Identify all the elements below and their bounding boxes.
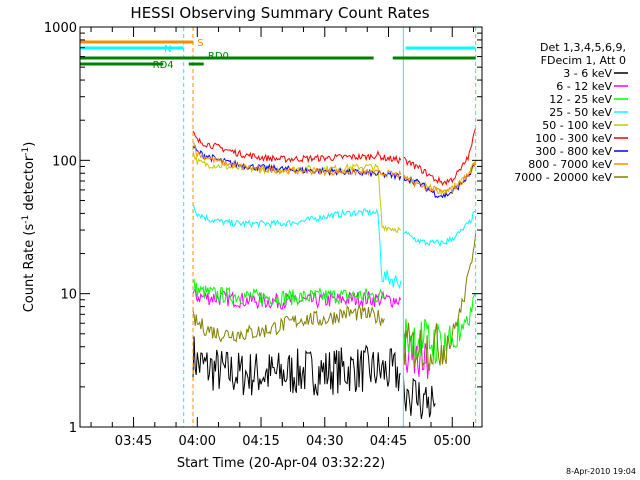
series-line-late-7000-20000-kev xyxy=(402,233,477,372)
flag-label-rd0: RD0 xyxy=(208,51,229,62)
y-tick-label-1000: 1000 xyxy=(44,21,77,36)
axis-layer: 1 10 100 1000 03:45 04:00 04:15 04:30 04:45 05:00 xyxy=(44,21,482,449)
x-axis-label: Start Time (20-Apr-04 03:32:22) xyxy=(177,456,385,471)
legend-label-300-800-kev: 300 - 800 keV xyxy=(535,145,612,158)
y-axis-label-end: ) xyxy=(22,142,37,147)
x-tick-label-05:00: 05:00 xyxy=(434,434,471,449)
legend-label-12-25-kev: 12 - 25 keV xyxy=(549,93,612,106)
plot-layer xyxy=(192,127,477,419)
y-tick-label-1: 1 xyxy=(69,421,77,436)
legend-label-6-12-kev: 6 - 12 keV xyxy=(556,80,612,93)
x-tick-label-03:45: 03:45 xyxy=(115,434,152,449)
chart-title: HESSI Observing Summary Count Rates xyxy=(130,4,429,22)
y-axis-label-main: Count Rate (s xyxy=(22,224,37,313)
legend-header-1: FDecim 1, Att 0 xyxy=(541,54,626,67)
legend-header-0: Det 1,3,4,5,6,9, xyxy=(540,41,626,54)
y-axis-label: Count Rate (s-1 detector-1) xyxy=(21,142,37,313)
legend-label-3-6-kev: 3 - 6 keV xyxy=(563,67,612,80)
flag-label-rd4: RD4 xyxy=(153,60,174,71)
legend: Det 1,3,4,5,6,9,FDecim 1, Att 03 - 6 keV… xyxy=(514,41,628,184)
legend-label-25-50-kev: 25 - 50 keV xyxy=(549,106,612,119)
flag-bar-layer: S N RD0 RD4 xyxy=(80,38,476,71)
series-line-late-100-300-kev xyxy=(403,127,477,187)
x-tick-label-04:15: 04:15 xyxy=(242,434,279,449)
legend-label-50-100-kev: 50 - 100 keV xyxy=(542,119,612,132)
series-line-late-6-12-kev xyxy=(402,333,430,379)
x-tick-label-04:30: 04:30 xyxy=(306,434,343,449)
legend-label-7000-20000-kev: 7000 - 20000 keV xyxy=(514,171,612,184)
y-tick-label-100: 100 xyxy=(52,154,77,169)
x-tick-label-04:00: 04:00 xyxy=(179,434,216,449)
legend-label-100-300-kev: 100 - 300 keV xyxy=(535,132,612,145)
y-axis-label-mid: detector xyxy=(22,155,37,215)
footer-timestamp: 8-Apr-2010 19:04 xyxy=(566,467,636,476)
y-axis-label-sup2: -1 xyxy=(21,147,31,156)
series-line-50-100-kev xyxy=(192,151,402,234)
series-line-25-50-kev xyxy=(192,204,402,290)
series-line-300-800-kev xyxy=(192,144,402,181)
y-tick-label-10: 10 xyxy=(60,288,77,303)
series-line-7000-20000-kev xyxy=(192,304,385,343)
series-line-late-800-7000-kev xyxy=(402,160,477,195)
series-line-late-3-6-kev xyxy=(402,376,436,419)
x-tick-label-04:45: 04:45 xyxy=(370,434,407,449)
legend-label-800-7000-kev: 800 - 7000 keV xyxy=(528,158,612,171)
plot-frame xyxy=(79,26,483,428)
y-axis-label-sup1: -1 xyxy=(21,215,31,224)
flag-label-n: N xyxy=(164,44,171,55)
series-line-800-7000-kev xyxy=(192,142,402,178)
series-line-100-300-kev xyxy=(192,130,402,165)
series-line-12-25-kev xyxy=(192,278,385,307)
flag-label-s: S xyxy=(197,38,203,49)
series-line-late-25-50-kev xyxy=(403,210,476,247)
series-line-3-6-kev xyxy=(192,336,401,396)
series-line-late-300-800-kev xyxy=(402,163,477,199)
